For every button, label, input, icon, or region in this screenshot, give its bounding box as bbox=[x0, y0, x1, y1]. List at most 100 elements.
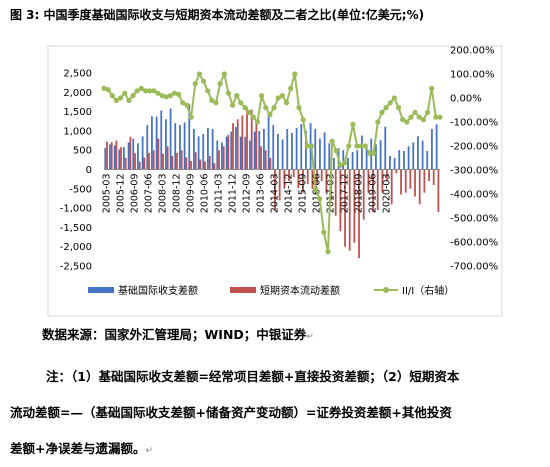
bar-short-term-capital bbox=[185, 157, 188, 170]
ratio-point bbox=[221, 71, 227, 77]
bar-short-term-capital bbox=[120, 147, 122, 170]
ratio-point bbox=[217, 81, 223, 87]
bar-basic-balance bbox=[174, 123, 177, 170]
bar-short-term-capital bbox=[278, 169, 281, 201]
x-tick-label: 2014-03 bbox=[269, 174, 280, 214]
bar-short-term-capital bbox=[362, 169, 365, 220]
bar-short-term-capital bbox=[204, 161, 206, 170]
bar-short-term-capital bbox=[166, 146, 169, 170]
ratio-point bbox=[283, 100, 290, 106]
ratio-point bbox=[138, 85, 144, 91]
bar-basic-balance bbox=[132, 138, 135, 170]
bar-basic-balance bbox=[277, 133, 279, 170]
ratio-point bbox=[225, 90, 232, 96]
x-tick-label: 2005-03 bbox=[101, 174, 112, 214]
bar-basic-balance bbox=[351, 152, 354, 170]
ratio-point bbox=[122, 90, 128, 96]
right-tick-label: 0.00% bbox=[450, 94, 482, 105]
bar-basic-balance bbox=[267, 112, 270, 170]
ratio-point bbox=[408, 114, 414, 120]
ratio-point bbox=[254, 119, 261, 125]
ratio-point bbox=[117, 95, 124, 101]
legend-swatch-marker bbox=[383, 287, 389, 293]
ratio-point bbox=[346, 143, 352, 149]
bar-basic-balance bbox=[244, 136, 247, 170]
ratio-point bbox=[308, 143, 315, 149]
bar-short-term-capital bbox=[414, 169, 416, 197]
ratio-point bbox=[184, 102, 190, 108]
bar-basic-balance bbox=[127, 142, 130, 170]
bar-basic-balance bbox=[137, 143, 139, 170]
bar-basic-balance bbox=[109, 144, 111, 170]
bar-short-term-capital bbox=[180, 150, 183, 170]
bar-basic-balance bbox=[281, 139, 284, 170]
x-tick-label: 2005-12 bbox=[115, 174, 126, 214]
x-tick-label: 2007-06 bbox=[143, 174, 154, 214]
right-tick-label: -600.00% bbox=[450, 238, 498, 249]
plot-area-frame bbox=[47, 45, 503, 317]
bar-basic-balance bbox=[375, 144, 377, 170]
bar-basic-balance bbox=[426, 150, 429, 170]
bar-short-term-capital bbox=[339, 169, 342, 232]
ratio-point bbox=[246, 109, 252, 115]
ratio-point bbox=[267, 112, 273, 118]
bar-basic-balance bbox=[328, 143, 331, 170]
bar-short-term-capital bbox=[129, 136, 132, 170]
bar-short-term-capital bbox=[311, 169, 314, 189]
ratio-point bbox=[130, 93, 136, 99]
bar-basic-balance bbox=[188, 103, 191, 170]
ratio-point bbox=[424, 109, 431, 115]
x-axis-tick-labels: 2005-03 2005-12 2006-09 2007-06 2008-03 2008-… bbox=[101, 173, 392, 213]
bar-basic-balance bbox=[389, 155, 391, 170]
ratio-point bbox=[151, 88, 157, 94]
ratio-point bbox=[192, 81, 198, 87]
left-tick-label: -2,500 bbox=[60, 262, 92, 273]
ratio-point bbox=[180, 100, 186, 106]
bar-basic-balance bbox=[263, 128, 265, 170]
ratio-point bbox=[371, 150, 377, 156]
x-tick-label: 2008-03 bbox=[157, 174, 168, 214]
bar-basic-balance bbox=[431, 128, 433, 170]
bar-short-term-capital bbox=[358, 169, 360, 259]
ratio-point bbox=[333, 148, 339, 154]
bar-short-term-capital bbox=[124, 157, 127, 170]
bar-short-term-capital bbox=[320, 169, 323, 182]
left-tick-label: 1,000 bbox=[63, 126, 92, 137]
bar-short-term-capital bbox=[152, 150, 155, 170]
bar-short-term-capital bbox=[236, 119, 239, 170]
bar-basic-balance bbox=[169, 108, 172, 170]
bar-basic-balance bbox=[118, 149, 121, 170]
ratio-point bbox=[147, 88, 153, 94]
bar-basic-balance bbox=[160, 110, 163, 170]
bar-short-term-capital bbox=[423, 169, 426, 193]
ratio-point bbox=[412, 109, 418, 115]
bar-short-term-capital bbox=[227, 134, 230, 170]
note-line-2: 流动差额=—（基础国际收支差额+储备资产变动额）=证券投资差额+其他投资 bbox=[10, 405, 452, 420]
ratio-point bbox=[350, 121, 356, 127]
bar-short-term-capital bbox=[241, 115, 244, 170]
bar-basic-balance bbox=[347, 157, 349, 170]
ratio-point bbox=[159, 93, 165, 99]
bar-short-term-capital bbox=[246, 107, 248, 170]
ratio-point bbox=[433, 114, 439, 120]
ratio-point bbox=[263, 105, 269, 111]
bar-short-term-capital bbox=[302, 169, 304, 193]
note-line-1: 注：（1）基础国际收支差额=经常项目差额+直接投资差额；（2）短期资本 bbox=[46, 369, 460, 384]
ratio-point bbox=[358, 143, 364, 149]
bar-short-term-capital bbox=[143, 157, 146, 170]
bar-short-term-capital bbox=[138, 161, 141, 170]
x-tick-label: 2011-12 bbox=[227, 173, 238, 213]
bar-basic-balance bbox=[146, 125, 149, 170]
ratio-point bbox=[209, 97, 215, 103]
bar-basic-balance bbox=[193, 128, 195, 170]
bar-basic-balance bbox=[197, 136, 200, 170]
ratio-point bbox=[167, 93, 173, 99]
x-tick-label: 2017-12 bbox=[339, 174, 350, 214]
x-tick-label: 2015-09 bbox=[297, 174, 308, 214]
ratio-point bbox=[213, 100, 219, 106]
ratio-point bbox=[437, 114, 443, 120]
bar-short-term-capital bbox=[432, 169, 435, 185]
bar-short-term-capital bbox=[381, 169, 384, 193]
series-basic-balance-bars bbox=[104, 103, 438, 170]
bar-basic-balance bbox=[211, 128, 214, 170]
